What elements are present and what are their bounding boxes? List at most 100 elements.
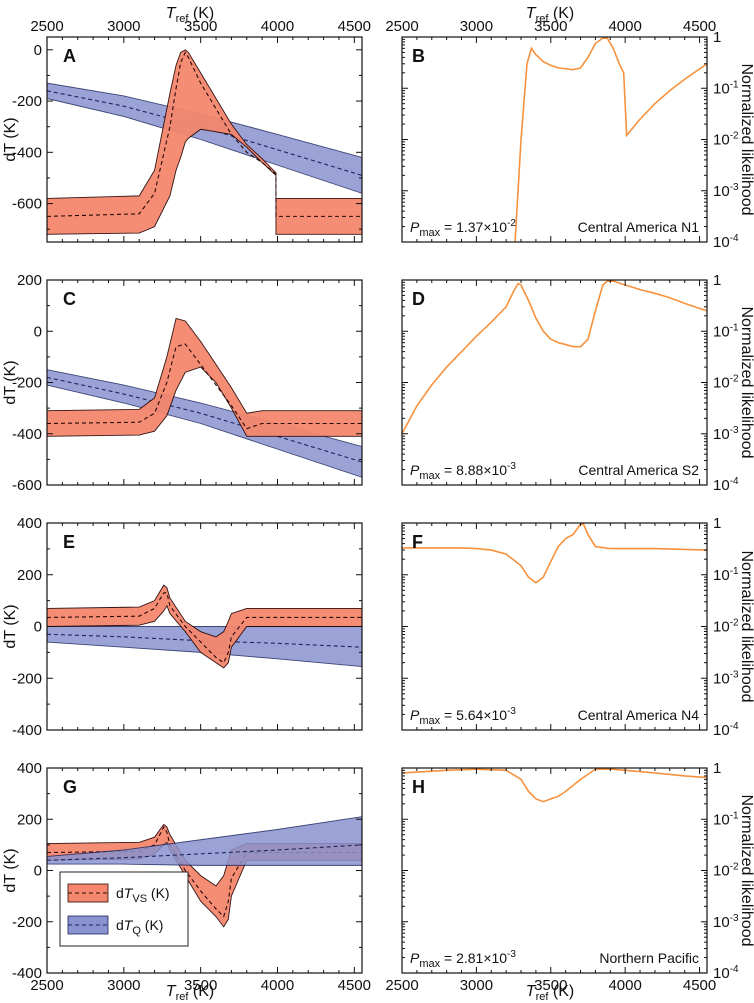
x-tick-label: 4000 xyxy=(608,18,641,35)
panel-D: 1 10-1 10-2 10-3 10-4 Normalized likelihood D P… xyxy=(401,272,754,494)
y-tick-label: 10-3 xyxy=(713,425,739,443)
y-tick-label: 10-4 xyxy=(713,964,739,982)
plot-frame-B xyxy=(401,36,708,243)
y-axis-label: dT (K) xyxy=(2,360,19,404)
x-tick-label: 4000 xyxy=(608,977,641,994)
y-tick-label: 10-2 xyxy=(713,862,739,880)
plot-area xyxy=(47,816,362,928)
y-tick-label: 0 xyxy=(34,323,42,340)
pmax-annotation: Pmax = 1.37×10-2 xyxy=(410,218,516,239)
panel-E: 400 200 0 -200 -400 dT (K) E xyxy=(2,515,363,739)
y-tick-label: 10-2 xyxy=(713,374,739,392)
y-tick-label: 10-3 xyxy=(713,913,739,931)
y-tick-label: 10-4 xyxy=(713,476,739,494)
y-tick-label: 0 xyxy=(34,42,42,59)
legend: dTVS (K) dTQ (K) xyxy=(59,871,189,947)
y-axis-label: Normalized likelihood xyxy=(738,63,754,215)
vs-mean-line xyxy=(47,592,362,664)
y-tick-label: 200 xyxy=(17,811,42,828)
likelihood-line xyxy=(402,280,707,435)
panel-letter: F xyxy=(412,532,423,552)
y-tick-label: 200 xyxy=(17,567,42,584)
x-tick-label: 3000 xyxy=(460,977,493,994)
plot-area xyxy=(402,280,707,435)
vs-mean-line xyxy=(47,51,362,217)
x-tick-label: 4500 xyxy=(683,18,716,35)
pmax-annotation: Pmax = 5.64×10-3 xyxy=(410,706,516,727)
pmax-annotation: Pmax = 2.81×10-3 xyxy=(410,949,516,970)
plot-area xyxy=(402,523,707,584)
panel-letter: H xyxy=(412,777,425,797)
y-tick-label: 1 xyxy=(713,760,721,777)
y-tick-label: 10-2 xyxy=(713,131,739,149)
y-tick-label: -400 xyxy=(12,722,42,739)
x-tick-label: 3000 xyxy=(107,977,140,994)
x-tick-label: 2500 xyxy=(30,977,63,994)
x-tick-label: 3500 xyxy=(184,18,217,35)
vs-mean-line xyxy=(47,343,362,430)
q-band xyxy=(47,369,362,478)
y-tick-label: -400 xyxy=(12,144,42,161)
y-tick-label: 0 xyxy=(34,619,42,636)
region-label: Central America S2 xyxy=(578,462,699,478)
y-tick-label: -400 xyxy=(12,426,42,443)
x-tick-label: 4500 xyxy=(338,18,371,35)
vs-band xyxy=(47,49,362,235)
legend-box xyxy=(59,871,189,947)
legend-label: dTQ (K) xyxy=(116,917,163,937)
vs-band xyxy=(47,317,362,437)
panel-letter: D xyxy=(412,289,425,309)
y-tick-label: -400 xyxy=(12,965,42,982)
x-tick-label: 2500 xyxy=(30,18,63,35)
y-tick-label: 10-4 xyxy=(713,233,739,251)
legend-swatch xyxy=(67,915,109,935)
y-tick-label: 10-1 xyxy=(713,810,739,828)
panel-H: 2500 3000 3500 4000 4500 1 10-1 10-2 10-3 10-4 Nor… xyxy=(385,760,754,994)
y-axis-label: Normalized likelihood xyxy=(738,794,754,946)
legend-label: dTVS (K) xyxy=(116,885,170,905)
vs-band xyxy=(47,584,362,669)
x-tick-label: 3500 xyxy=(184,977,217,994)
x-tick-label: 3000 xyxy=(460,18,493,35)
y-tick-label: 1 xyxy=(713,272,721,289)
y-axis-label: dT (K) xyxy=(2,604,19,648)
y-tick-label: -600 xyxy=(12,196,42,213)
y-axis-label: dT (K) xyxy=(2,848,19,892)
top-left-xlabel: Tref (K) xyxy=(166,5,214,25)
q-mean-line xyxy=(47,844,362,861)
x-tick-label: 3000 xyxy=(107,18,140,35)
y-tick-label: -200 xyxy=(12,914,42,931)
region-label: Central America N4 xyxy=(578,707,700,723)
panel-F: 1 10-1 10-2 10-3 10-4 Normalized likelihood F P… xyxy=(401,515,754,739)
plot-area xyxy=(47,317,362,478)
x-tick-label: 3500 xyxy=(534,977,567,994)
legend-swatch xyxy=(67,883,109,903)
q-mean-line xyxy=(47,633,362,648)
plot-area xyxy=(402,768,707,803)
y-tick-label: 10-4 xyxy=(713,721,739,739)
likelihood-line xyxy=(402,523,707,584)
y-axis-label: Normalized likelihood xyxy=(738,550,754,702)
plot-area xyxy=(47,49,362,235)
panel-letter: G xyxy=(63,777,77,797)
y-tick-label: -600 xyxy=(12,477,42,494)
panel-letter: B xyxy=(412,46,425,66)
x-tick-label: 4500 xyxy=(338,977,371,994)
x-tick-label: 3500 xyxy=(534,18,567,35)
y-tick-label: 1 xyxy=(713,515,721,532)
y-tick-label: 10-1 xyxy=(713,566,739,584)
vs-mean-line xyxy=(47,825,362,918)
y-tick-label: 10-1 xyxy=(713,322,739,340)
y-tick-label: 10-3 xyxy=(713,182,739,200)
y-tick-label: -200 xyxy=(12,93,42,110)
panel-letter: E xyxy=(63,532,75,552)
y-tick-label: 10-2 xyxy=(713,618,739,636)
x-tick-label: 4000 xyxy=(261,18,294,35)
q-mean-line xyxy=(47,376,362,463)
y-tick-label: 400 xyxy=(17,760,42,777)
y-tick-label: -200 xyxy=(12,670,42,687)
y-tick-label: 0 xyxy=(34,863,42,880)
